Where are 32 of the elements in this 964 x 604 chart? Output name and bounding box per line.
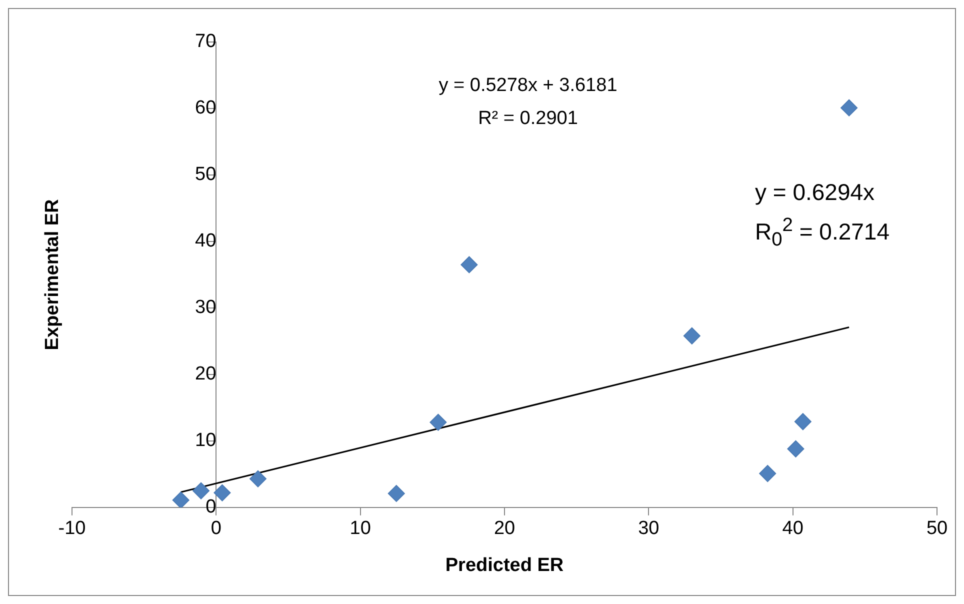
point bbox=[759, 464, 776, 482]
x-axis-title: Predicted ER bbox=[445, 554, 564, 576]
annotation: R$_{0}$$^{2}$ = 0.2714 bbox=[755, 214, 890, 252]
x-tick-label: 40 bbox=[782, 518, 804, 540]
y-tick-label: 70 bbox=[195, 31, 216, 52]
annotation: y = 0.5278x + 3.6181 bbox=[438, 75, 618, 98]
point bbox=[214, 484, 231, 502]
y-tick-label: 50 bbox=[195, 164, 216, 186]
x-tick-label: -10 bbox=[58, 518, 86, 540]
annotation: y = 0.6294x bbox=[755, 179, 875, 207]
point bbox=[683, 327, 700, 344]
y-tick-label: 20 bbox=[195, 364, 216, 385]
point bbox=[249, 470, 266, 488]
y-tick-label: 30 bbox=[195, 297, 216, 318]
y-tick-label: 10 bbox=[195, 430, 216, 452]
point bbox=[840, 99, 858, 116]
y-axis-title: Experimental ER bbox=[42, 198, 64, 350]
x-tick-label: 30 bbox=[638, 518, 660, 540]
point bbox=[430, 414, 447, 431]
x-tick-label: 20 bbox=[494, 518, 516, 540]
y-tick-label: 60 bbox=[195, 98, 216, 119]
point bbox=[388, 484, 405, 502]
point bbox=[192, 482, 210, 500]
point bbox=[172, 492, 190, 508]
y-tick-label: 0 bbox=[206, 496, 216, 518]
x-tick-label: 10 bbox=[350, 518, 371, 540]
x-tick-label: 50 bbox=[926, 518, 948, 540]
point bbox=[794, 413, 812, 430]
y-tick-label: 40 bbox=[195, 230, 216, 252]
point bbox=[787, 440, 804, 458]
annotation: R² = 0.2901 bbox=[478, 108, 578, 131]
point bbox=[460, 256, 478, 274]
